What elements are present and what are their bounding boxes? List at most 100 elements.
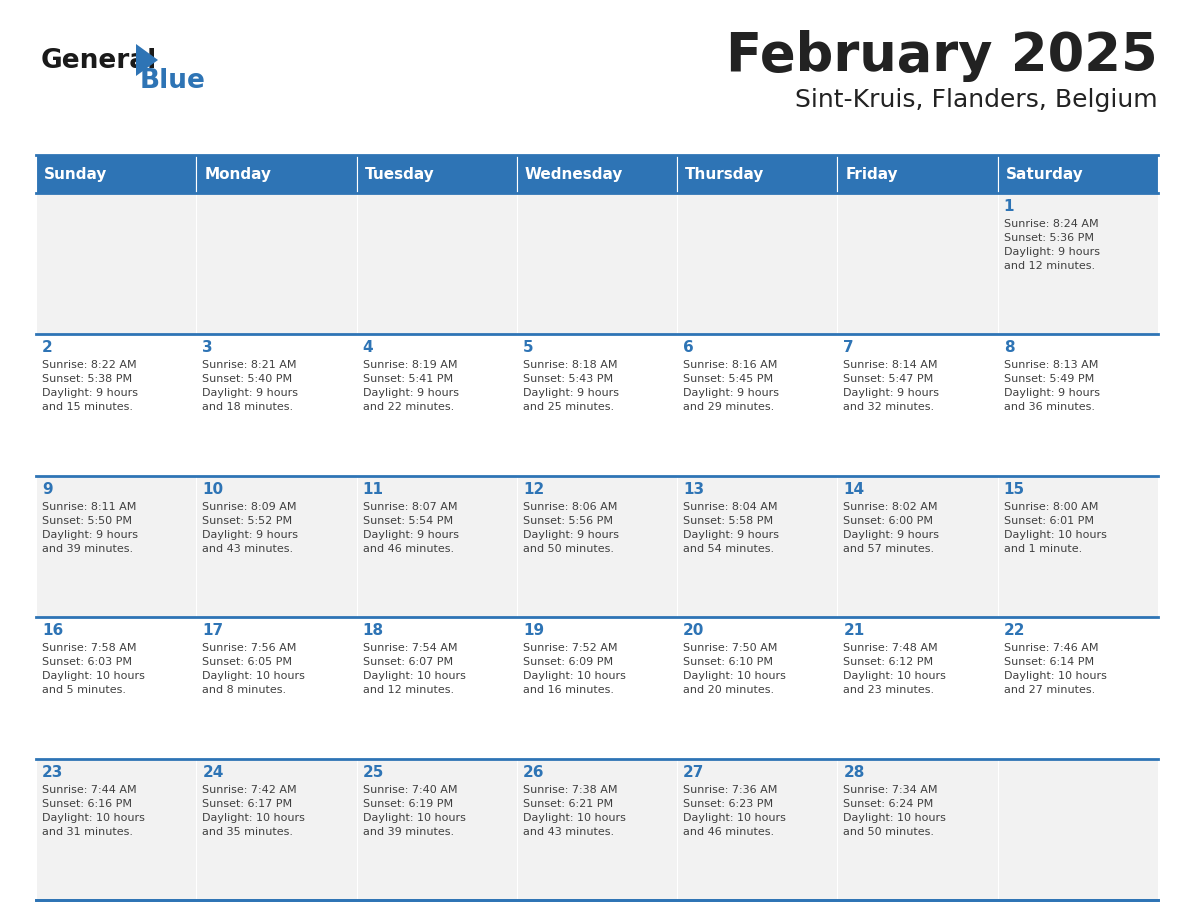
Polygon shape bbox=[135, 44, 158, 76]
Text: and 57 minutes.: and 57 minutes. bbox=[843, 543, 935, 554]
Bar bbox=[196, 193, 356, 334]
Text: Sunrise: 7:36 AM: Sunrise: 7:36 AM bbox=[683, 785, 777, 795]
Text: 25: 25 bbox=[362, 765, 384, 779]
Bar bbox=[517, 617, 677, 758]
Bar bbox=[838, 193, 998, 334]
Text: Sunrise: 7:44 AM: Sunrise: 7:44 AM bbox=[42, 785, 137, 795]
Text: Sunrise: 8:02 AM: Sunrise: 8:02 AM bbox=[843, 502, 939, 512]
Text: Sunset: 6:24 PM: Sunset: 6:24 PM bbox=[843, 799, 934, 809]
Text: Sunset: 6:23 PM: Sunset: 6:23 PM bbox=[683, 799, 773, 809]
Text: Thursday: Thursday bbox=[685, 166, 765, 182]
Bar bbox=[998, 193, 1158, 334]
Text: Daylight: 9 hours: Daylight: 9 hours bbox=[42, 388, 138, 398]
Text: and 5 minutes.: and 5 minutes. bbox=[42, 685, 126, 695]
Text: Wednesday: Wednesday bbox=[525, 166, 624, 182]
Text: 4: 4 bbox=[362, 341, 373, 355]
Bar bbox=[838, 617, 998, 758]
Text: Sunrise: 8:21 AM: Sunrise: 8:21 AM bbox=[202, 361, 297, 370]
Text: and 31 minutes.: and 31 minutes. bbox=[42, 826, 133, 836]
Bar bbox=[677, 476, 838, 617]
Bar bbox=[998, 617, 1158, 758]
Text: Sunrise: 8:18 AM: Sunrise: 8:18 AM bbox=[523, 361, 618, 370]
Text: 23: 23 bbox=[42, 765, 63, 779]
Text: Sunrise: 7:50 AM: Sunrise: 7:50 AM bbox=[683, 644, 777, 654]
Bar bbox=[517, 758, 677, 900]
Text: Sunrise: 7:52 AM: Sunrise: 7:52 AM bbox=[523, 644, 618, 654]
Text: and 27 minutes.: and 27 minutes. bbox=[1004, 685, 1095, 695]
Text: Sunset: 6:16 PM: Sunset: 6:16 PM bbox=[42, 799, 132, 809]
Text: Sunrise: 8:24 AM: Sunrise: 8:24 AM bbox=[1004, 219, 1099, 229]
Text: and 32 minutes.: and 32 minutes. bbox=[843, 402, 935, 412]
Text: Sunrise: 7:34 AM: Sunrise: 7:34 AM bbox=[843, 785, 939, 795]
Text: Sunset: 5:45 PM: Sunset: 5:45 PM bbox=[683, 375, 773, 385]
Text: 14: 14 bbox=[843, 482, 865, 497]
Text: Sint-Kruis, Flanders, Belgium: Sint-Kruis, Flanders, Belgium bbox=[796, 88, 1158, 112]
Bar bbox=[356, 476, 517, 617]
Bar bbox=[36, 334, 196, 476]
Text: Daylight: 9 hours: Daylight: 9 hours bbox=[843, 388, 940, 398]
Bar bbox=[356, 758, 517, 900]
Text: and 43 minutes.: and 43 minutes. bbox=[523, 826, 614, 836]
Bar bbox=[677, 193, 838, 334]
Text: and 22 minutes.: and 22 minutes. bbox=[362, 402, 454, 412]
Text: Daylight: 9 hours: Daylight: 9 hours bbox=[362, 388, 459, 398]
Text: 12: 12 bbox=[523, 482, 544, 497]
Bar bbox=[356, 334, 517, 476]
Text: Sunrise: 7:38 AM: Sunrise: 7:38 AM bbox=[523, 785, 618, 795]
Text: Sunset: 5:41 PM: Sunset: 5:41 PM bbox=[362, 375, 453, 385]
Text: 17: 17 bbox=[202, 623, 223, 638]
Text: 20: 20 bbox=[683, 623, 704, 638]
Text: Daylight: 9 hours: Daylight: 9 hours bbox=[683, 530, 779, 540]
Text: and 50 minutes.: and 50 minutes. bbox=[523, 543, 614, 554]
Text: Sunset: 6:14 PM: Sunset: 6:14 PM bbox=[1004, 657, 1094, 667]
Text: Sunset: 5:36 PM: Sunset: 5:36 PM bbox=[1004, 233, 1094, 243]
Text: Daylight: 9 hours: Daylight: 9 hours bbox=[523, 388, 619, 398]
Text: Sunday: Sunday bbox=[44, 166, 107, 182]
Text: Sunrise: 8:00 AM: Sunrise: 8:00 AM bbox=[1004, 502, 1098, 512]
Bar bbox=[517, 193, 677, 334]
Text: Daylight: 10 hours: Daylight: 10 hours bbox=[362, 812, 466, 823]
Text: Sunrise: 7:46 AM: Sunrise: 7:46 AM bbox=[1004, 644, 1098, 654]
Bar bbox=[838, 476, 998, 617]
Text: 3: 3 bbox=[202, 341, 213, 355]
Bar bbox=[998, 476, 1158, 617]
Text: Sunset: 6:05 PM: Sunset: 6:05 PM bbox=[202, 657, 292, 667]
Bar bbox=[196, 476, 356, 617]
Text: 24: 24 bbox=[202, 765, 223, 779]
Text: Sunset: 6:10 PM: Sunset: 6:10 PM bbox=[683, 657, 773, 667]
Text: 18: 18 bbox=[362, 623, 384, 638]
Bar bbox=[677, 617, 838, 758]
Text: Sunset: 5:56 PM: Sunset: 5:56 PM bbox=[523, 516, 613, 526]
Bar bbox=[838, 758, 998, 900]
Text: Sunset: 6:12 PM: Sunset: 6:12 PM bbox=[843, 657, 934, 667]
Bar bbox=[356, 617, 517, 758]
Text: Daylight: 10 hours: Daylight: 10 hours bbox=[202, 671, 305, 681]
Text: and 39 minutes.: and 39 minutes. bbox=[42, 543, 133, 554]
Text: Sunset: 5:52 PM: Sunset: 5:52 PM bbox=[202, 516, 292, 526]
Text: and 20 minutes.: and 20 minutes. bbox=[683, 685, 775, 695]
Text: Daylight: 9 hours: Daylight: 9 hours bbox=[683, 388, 779, 398]
Text: and 43 minutes.: and 43 minutes. bbox=[202, 543, 293, 554]
Text: Sunrise: 8:09 AM: Sunrise: 8:09 AM bbox=[202, 502, 297, 512]
Text: 27: 27 bbox=[683, 765, 704, 779]
Text: and 36 minutes.: and 36 minutes. bbox=[1004, 402, 1094, 412]
Text: Sunset: 5:47 PM: Sunset: 5:47 PM bbox=[843, 375, 934, 385]
Text: 21: 21 bbox=[843, 623, 865, 638]
Text: Sunset: 6:19 PM: Sunset: 6:19 PM bbox=[362, 799, 453, 809]
Bar bbox=[998, 334, 1158, 476]
Text: and 29 minutes.: and 29 minutes. bbox=[683, 402, 775, 412]
Text: Sunset: 6:00 PM: Sunset: 6:00 PM bbox=[843, 516, 934, 526]
Text: Daylight: 10 hours: Daylight: 10 hours bbox=[523, 671, 626, 681]
Text: and 12 minutes.: and 12 minutes. bbox=[362, 685, 454, 695]
Text: Sunset: 6:01 PM: Sunset: 6:01 PM bbox=[1004, 516, 1094, 526]
Text: and 35 minutes.: and 35 minutes. bbox=[202, 826, 293, 836]
Bar bbox=[677, 155, 838, 193]
Text: Daylight: 10 hours: Daylight: 10 hours bbox=[523, 812, 626, 823]
Text: Sunrise: 8:11 AM: Sunrise: 8:11 AM bbox=[42, 502, 137, 512]
Text: Tuesday: Tuesday bbox=[365, 166, 435, 182]
Bar bbox=[677, 758, 838, 900]
Text: Sunrise: 7:58 AM: Sunrise: 7:58 AM bbox=[42, 644, 137, 654]
Text: Sunrise: 8:13 AM: Sunrise: 8:13 AM bbox=[1004, 361, 1098, 370]
Text: 26: 26 bbox=[523, 765, 544, 779]
Text: Daylight: 10 hours: Daylight: 10 hours bbox=[843, 671, 947, 681]
